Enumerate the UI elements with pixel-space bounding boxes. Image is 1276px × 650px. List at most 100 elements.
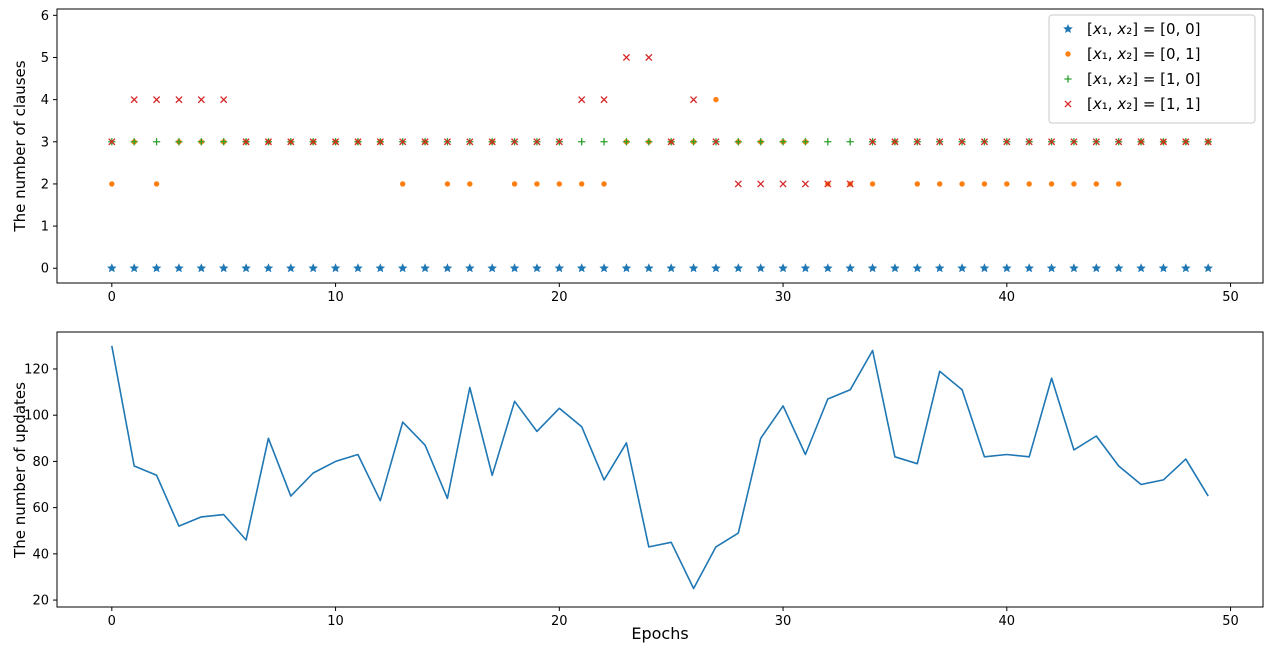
- scatter-point: [666, 263, 676, 273]
- scatter-point: [713, 96, 719, 103]
- x-tick-label: 10: [327, 290, 344, 305]
- legend-label: [x₁, x₂] = [1, 1]: [1087, 95, 1201, 113]
- scatter-point: [1071, 181, 1077, 187]
- legend-marker-dot: [1065, 51, 1071, 57]
- y-tick-label: 120: [24, 362, 49, 377]
- scatter-point: [934, 263, 945, 273]
- scatter-point: [823, 263, 833, 273]
- scatter-point: [1203, 263, 1213, 273]
- scatter-point: [465, 263, 475, 273]
- scatter-point: [353, 263, 363, 273]
- scatter-point: [644, 263, 654, 273]
- scatter-point: [869, 138, 877, 146]
- scatter-point: [466, 138, 474, 146]
- scatter-point: [153, 181, 160, 187]
- y-tick-label: 1: [41, 220, 49, 235]
- y-tick-label: 3: [41, 135, 49, 150]
- scatter-point: [712, 138, 720, 146]
- scatter-point: [1137, 138, 1145, 146]
- scatter-point: [733, 263, 744, 273]
- updates-line-plot: 0 10 20 30 40 50 20 40 60 80 100 120: [24, 331, 1264, 629]
- scatter-point: [1004, 181, 1010, 187]
- scatter-point: [130, 96, 138, 104]
- legend-label: [x₁, x₂] = [1, 0]: [1087, 70, 1201, 88]
- scatter-point: [621, 263, 632, 273]
- scatter-point: [421, 138, 429, 146]
- scatter-point: [711, 263, 721, 273]
- scatter-point: [913, 138, 921, 146]
- scatter-point: [1070, 138, 1078, 146]
- scatter-point: [734, 138, 742, 146]
- legend-marker-plus: [1064, 75, 1072, 83]
- scatter-point: [151, 263, 162, 273]
- x-tick-label: 40: [999, 614, 1016, 629]
- legend-marker-star: [1063, 24, 1073, 34]
- scatter-point: [129, 263, 139, 273]
- scatter-point: [218, 263, 229, 273]
- scatter-point: [576, 263, 587, 273]
- scatter-point: [1204, 138, 1212, 146]
- scatter-point: [1091, 263, 1102, 273]
- scatter-point: [601, 181, 607, 187]
- scatter-point: [689, 138, 698, 146]
- x-tick-label: 50: [1222, 290, 1239, 305]
- scatter-point: [600, 96, 608, 104]
- scatter-point: [936, 181, 943, 187]
- scatter-point: [1182, 138, 1190, 146]
- scatter-point: [890, 263, 900, 273]
- scatter-point: [578, 138, 586, 146]
- scatter-point: [534, 181, 540, 187]
- clauses-scatter-plot: 0 10 20 30 40 50 0 1 2 3 4 5 6 [x₁, x₂] = [0, 0] [x₁, …: [41, 8, 1264, 305]
- scatter-point: [578, 181, 585, 187]
- scatter-point: [622, 53, 630, 62]
- scatter-point: [554, 263, 565, 273]
- scatter-point: [757, 180, 765, 188]
- scatter-point: [824, 180, 832, 188]
- scatter-point: [801, 180, 809, 188]
- epochs-x-axis-label: Epochs: [631, 624, 689, 643]
- scatter-point: [1046, 263, 1057, 273]
- scatter-point: [1092, 138, 1100, 146]
- scatter-point: [688, 263, 699, 273]
- scatter-point: [376, 138, 384, 146]
- scatter-point: [1002, 263, 1012, 273]
- legend-box: [1048, 14, 1256, 124]
- updates-line: [111, 345, 1209, 590]
- scatter-point: [109, 181, 115, 187]
- scatter-point: [1048, 138, 1056, 146]
- scatter-point: [533, 138, 541, 146]
- scatter-point: [957, 263, 967, 273]
- y-tick-label: 6: [41, 9, 49, 24]
- scatter-point: [488, 138, 496, 146]
- scatter-point: [509, 263, 520, 273]
- legend-marker-x: [1064, 100, 1072, 108]
- scatter-point: [801, 138, 810, 146]
- x-tick-label: 50: [1222, 614, 1239, 629]
- y-tick-label: 40: [32, 547, 49, 562]
- scatter-point: [332, 138, 340, 146]
- scatter-point: [511, 138, 519, 146]
- scatter-point: [444, 181, 451, 187]
- legend-label: [x₁, x₂] = [0, 0]: [1087, 20, 1201, 38]
- scatter-point: [467, 181, 473, 187]
- x-tick-label: 20: [551, 614, 568, 629]
- scatter-point: [354, 138, 362, 146]
- scatter-point: [824, 138, 832, 146]
- legend-label: [x₁, x₂] = [0, 1]: [1087, 45, 1201, 63]
- scatter-point: [197, 96, 205, 104]
- scatter-point: [1069, 263, 1079, 273]
- scatter-point: [287, 138, 295, 146]
- scatter-point: [981, 181, 988, 187]
- scatter-point: [690, 96, 698, 104]
- scatter-point: [443, 138, 451, 146]
- scatter-point: [309, 138, 317, 146]
- scatter-point: [1024, 263, 1034, 273]
- y-tick-label: 100: [24, 409, 49, 424]
- scatter-point: [845, 263, 855, 273]
- scatter-point: [532, 263, 542, 273]
- scatter-point: [846, 180, 854, 188]
- scatter-point: [1181, 263, 1191, 273]
- scatter-point: [869, 181, 876, 187]
